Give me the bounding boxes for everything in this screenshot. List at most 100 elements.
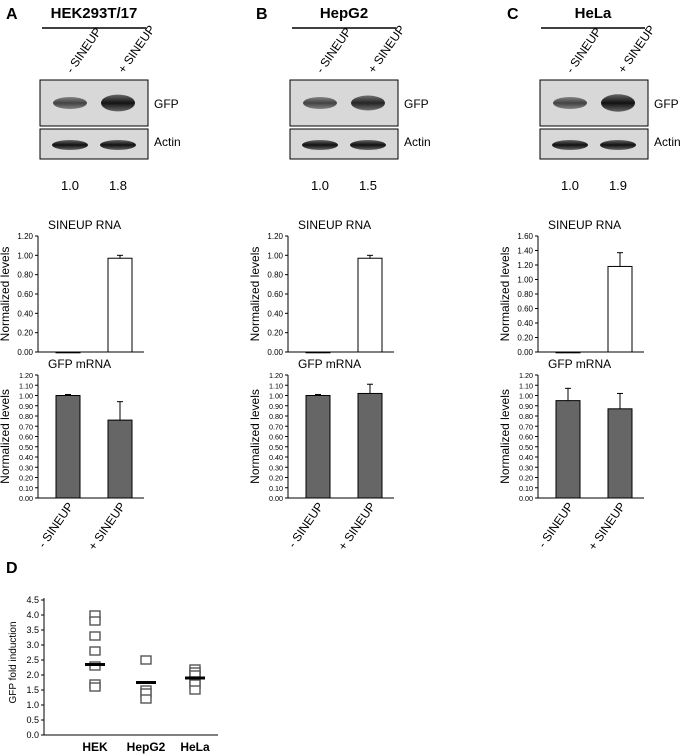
y-tick-label: 0.80 [19,412,33,421]
chart-title: GFP mRNA [298,357,361,371]
y-tick-label: 1.20 [17,232,33,241]
x-category-label: HeLa [180,740,210,754]
y-tick-label: 1.20 [517,261,533,270]
y-axis-label: Normalized levels [498,247,512,342]
x-tick-label: + SINEUP [85,500,128,553]
y-tick-label: 0.10 [19,484,33,493]
blot-panel-B: B HepG2 - SINEUP + SINEUP GFP Actin 1.0 1.5 [256,5,431,193]
lane-label: - SINEUP [63,25,104,76]
y-axis-label: Normalized levels [248,389,262,484]
data-point [140,694,152,704]
y-tick-label: 0.60 [517,305,533,314]
blot-panel-C: C HeLa - SINEUP + SINEUP GFP Actin 1.0 1.9 [507,5,680,193]
y-tick-label: 0.60 [17,290,33,299]
actin-label: Actin [154,135,181,149]
y-tick-label: 0.90 [19,402,33,411]
cell-line-title: HEK293T/17 [51,5,138,22]
data-point [89,631,101,641]
y-tick-label: 1.10 [19,381,33,390]
bar [305,395,331,499]
y-tick-label: 0.00 [19,494,33,503]
y-tick-label: 0.60 [519,433,533,442]
y-tick-label: 1.20 [19,371,33,380]
y-tick-label: 0.50 [19,443,33,452]
y-tick-label: 1.20 [267,232,283,241]
y-tick-label: 3.0 [26,640,39,650]
blot-panel-A: A HEK293T/17 - SINEUP + SINEUP GFP Actin 1.0 1.… [6,5,181,193]
quantification-value: 1.5 [359,178,377,193]
y-tick-label: 1.00 [17,251,33,260]
bar-chart-C-gfp-mrna: GFP mRNA Normalized levels 0.000.100.20 0.3… [498,357,644,553]
lane-label: + SINEUP [365,23,408,76]
y-tick-label: 0.40 [17,309,33,318]
y-tick-label: 0.80 [267,271,283,280]
chart-title: SINEUP RNA [298,218,371,232]
gfp-band [553,97,587,109]
scatter-chart-D: D GFP fold induction 0.0 0.5 1.0 1.5 2.0 2.5 3.0… [6,560,218,754]
y-tick-label: 0.60 [19,433,33,442]
lane-label: + SINEUP [115,23,158,76]
y-tick-label: 0.5 [26,715,39,725]
x-category-label: HEK [82,740,108,754]
y-tick-label: 2.0 [26,670,39,680]
bar [107,419,133,499]
y-tick-label: 0.20 [517,334,533,343]
y-tick-label: 0.70 [19,422,33,431]
y-tick-label: 0.40 [269,453,283,462]
y-tick-label: 1.10 [269,381,283,390]
y-tick-label: 1.40 [517,247,533,256]
y-tick-label: 0.80 [519,412,533,421]
actin-band [350,140,386,150]
y-tick-label: 3.5 [26,625,39,635]
data-point [89,682,101,692]
panel-letter: B [256,6,268,23]
y-tick-label: 0.00 [269,494,283,503]
bar-chart-A-sineup-rna: SINEUP RNA Normalized levels 0.00 0.20 0.40 0… [0,218,144,357]
data-point [89,616,101,626]
gfp-band [53,97,87,109]
gfp-band [101,94,135,112]
y-tick-label: 0.20 [267,329,283,338]
bar-chart-B-sineup-rna: SINEUP RNA Normalized levels 0.00 0.20 0.40 0… [248,218,394,357]
y-axis-label: Normalized levels [0,389,12,484]
x-tick-label: + SINEUP [585,500,628,553]
actin-band [302,140,338,150]
chart-title: SINEUP RNA [548,218,621,232]
y-tick-label: 0.00 [517,348,533,357]
y-tick-label: 0.70 [519,422,533,431]
y-tick-label: 0.50 [269,443,283,452]
y-tick-label: 0.20 [17,329,33,338]
bar-chart-A-gfp-mrna: GFP mRNA Normalized levels 0.000.100.20 0.3… [0,357,144,553]
bar [55,395,81,499]
bar [555,400,581,499]
chart-title: SINEUP RNA [48,218,121,232]
gfp-band [303,97,337,109]
y-axis-label: Normalized levels [248,247,262,342]
y-tick-label: 0.20 [19,474,33,483]
y-tick-label: 0.40 [517,319,533,328]
y-tick-label: 0.30 [19,463,33,472]
actin-band [52,140,88,150]
y-tick-label: 4.5 [26,595,39,605]
y-tick-label: 1.0 [26,700,39,710]
panel-letter: C [507,6,519,23]
lane-label: - SINEUP [563,25,604,76]
y-tick-label: 0.60 [267,290,283,299]
y-tick-label: 0.70 [269,422,283,431]
lane-label: - SINEUP [313,25,354,76]
bar [607,408,633,499]
actin-label: Actin [654,135,680,149]
y-axis-label: Normalized levels [498,389,512,484]
data-point [140,655,152,665]
chart-title: GFP mRNA [548,357,611,371]
y-tick-label: 0.40 [267,309,283,318]
data-point [189,685,201,695]
y-tick-label: 4.0 [26,610,39,620]
quantification-value: 1.0 [561,178,579,193]
y-tick-label: 0.30 [519,463,533,472]
x-tick-label: - SINEUP [535,500,576,551]
bar [357,257,383,353]
bar [305,351,331,354]
y-tick-label: 0.00 [267,348,283,357]
